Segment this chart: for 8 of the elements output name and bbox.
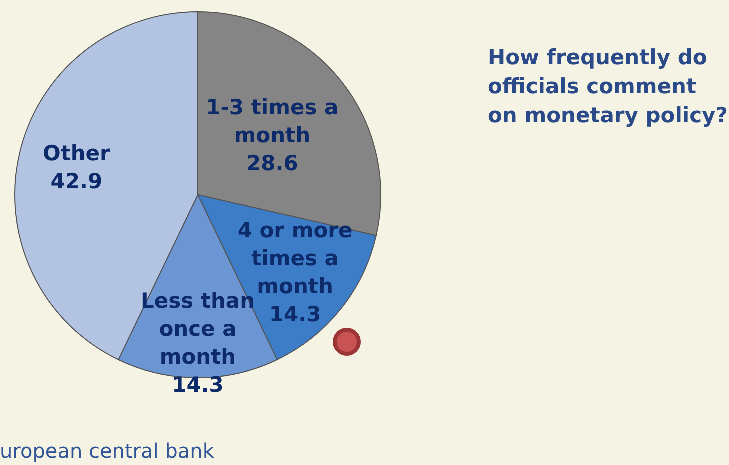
data-label: 14.3 xyxy=(172,373,224,398)
data-label: 28.6 xyxy=(246,152,298,176)
data-label: 14.3 xyxy=(269,302,322,327)
text: uropean central bank xyxy=(0,439,215,463)
slice-label: Other xyxy=(42,141,112,166)
slice-label: 1-3 times a month xyxy=(206,96,339,148)
data-label: 42.9 xyxy=(50,169,103,194)
text: How frequently do officials comment on monetary policy? xyxy=(488,46,728,128)
